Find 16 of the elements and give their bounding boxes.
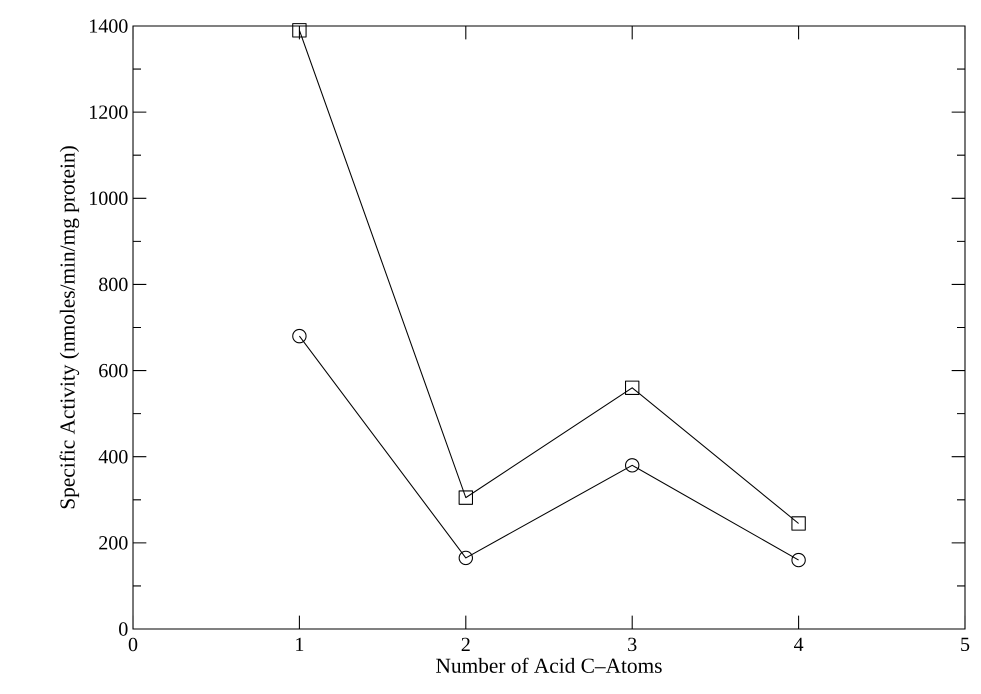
y-tick-label: 1200	[90, 105, 128, 119]
y-tick-label: 800	[99, 278, 128, 292]
y-tick-label: 1000	[90, 192, 128, 206]
x-tick-label: 5	[961, 638, 970, 651]
y-axis-title: Specific Activity (nmoles/min/mg protein)	[60, 146, 80, 508]
y-tick-label: 200	[99, 536, 128, 550]
y-tick-label: 0	[119, 622, 128, 636]
x-axis-title: Number of Acid C–Atoms	[436, 658, 662, 673]
y-tick-label: 400	[98, 450, 128, 464]
x-tick-label: 3	[628, 638, 636, 652]
x-tick-label: 1	[296, 638, 304, 651]
x-tick-label: 2	[462, 638, 470, 651]
x-tick-label: 0	[128, 638, 138, 652]
x-tick-label: 4	[794, 638, 804, 651]
y-tick-label: 600	[99, 364, 128, 378]
y-tick-label: 1400	[90, 19, 128, 33]
